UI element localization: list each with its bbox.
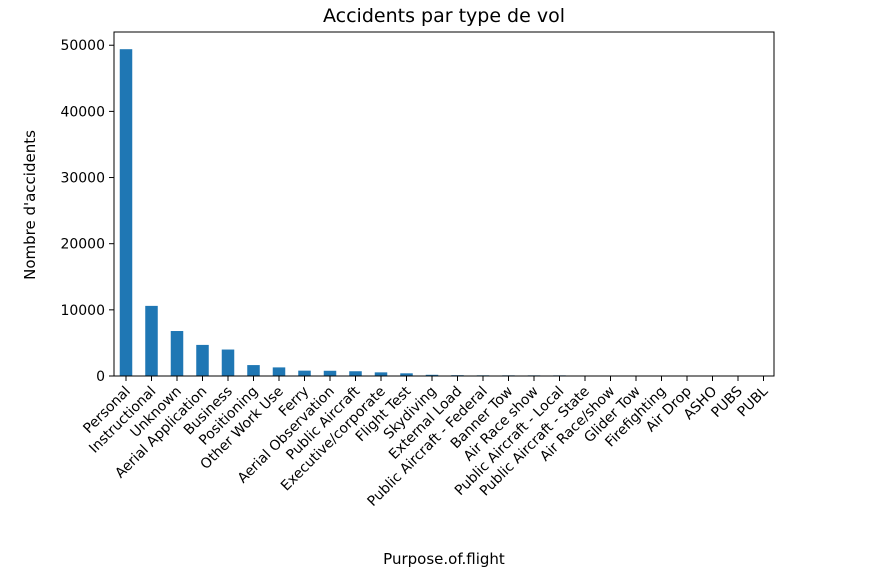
y-axis-label: Nombre d'accidents — [21, 130, 39, 280]
bar-public-aircraft — [349, 371, 362, 376]
x-axis-label: Purpose.of.flight — [383, 550, 505, 568]
bar-personal — [119, 49, 133, 376]
y-tick-label: 0 — [96, 369, 105, 385]
y-tick-label: 10000 — [60, 303, 105, 319]
bar-executive-corporate — [374, 372, 388, 376]
bar-unknown — [170, 331, 184, 376]
y-tick-label: 30000 — [60, 171, 105, 187]
bar-instructional — [145, 305, 158, 376]
bar-positioning — [247, 365, 260, 376]
bar-flight-test — [400, 373, 413, 376]
bar-aerial-observation — [323, 370, 337, 376]
y-tick-label: 40000 — [60, 104, 105, 120]
x-tick-label: PUBL — [734, 383, 771, 420]
chart-title: Accidents par type de vol — [323, 5, 565, 27]
bar-skydiving — [425, 374, 439, 376]
y-tick-label: 50000 — [60, 38, 105, 54]
plot-frame — [113, 31, 775, 377]
bar-other-work-use — [272, 367, 286, 376]
bars-group — [119, 49, 770, 376]
y-tick-label: 20000 — [60, 237, 105, 253]
bar-aerial-application — [196, 344, 209, 376]
y-axis: 0 10000 20000 30000 40000 50000 — [60, 38, 114, 385]
bar-business — [221, 349, 235, 376]
bar-ferry — [298, 370, 311, 376]
